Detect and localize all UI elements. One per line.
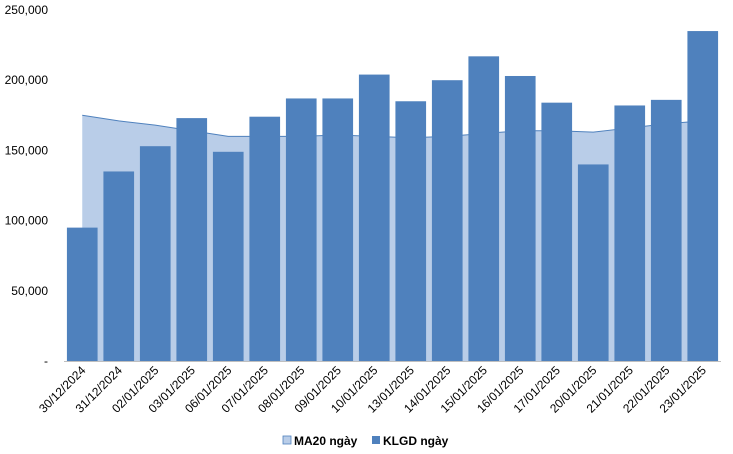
bar-06/01/2025 (212, 151, 244, 361)
bar-31/12/2024 (103, 171, 135, 361)
bar-30/12/2024 (66, 227, 98, 361)
bar-08/01/2025 (285, 98, 317, 361)
y-tick-label: 150,000 (5, 143, 49, 157)
bar-23/01/2025 (687, 31, 719, 362)
bar-02/01/2025 (139, 146, 171, 361)
bar-20/01/2025 (577, 164, 609, 361)
legend-label-ma20: MA20 ngày (294, 434, 358, 448)
y-tick-label: - (44, 354, 48, 368)
y-tick-label: 100,000 (5, 214, 49, 228)
legend-swatch-ma20 (282, 435, 292, 445)
plot-area (64, 31, 721, 362)
y-tick-label: 200,000 (5, 73, 49, 87)
legend-label-klgd: KLGD ngày (383, 434, 449, 448)
bar-03/01/2025 (176, 118, 208, 361)
y-tick-label: 50,000 (11, 284, 48, 298)
bar-09/01/2025 (322, 98, 354, 361)
legend: MA20 ngày KLGD ngày (282, 434, 449, 448)
x-axis-ticks: 30/12/202431/12/202402/01/202503/01/2025… (36, 363, 709, 416)
bar-07/01/2025 (249, 116, 281, 361)
bar-13/01/2025 (395, 101, 427, 361)
y-tick-label: 250,000 (5, 3, 49, 17)
bar-10/01/2025 (358, 74, 390, 361)
bar-17/01/2025 (541, 102, 573, 361)
y-axis-ticks: - 50,000 100,000 150,000 200,000 250,000 (5, 3, 49, 368)
ma20-area (82, 115, 703, 361)
bar-16/01/2025 (504, 75, 536, 362)
bar-21/01/2025 (614, 105, 646, 361)
bar-14/01/2025 (431, 80, 463, 361)
bar-15/01/2025 (468, 56, 500, 361)
bar-22/01/2025 (650, 99, 682, 362)
legend-swatch-klgd (372, 436, 380, 444)
